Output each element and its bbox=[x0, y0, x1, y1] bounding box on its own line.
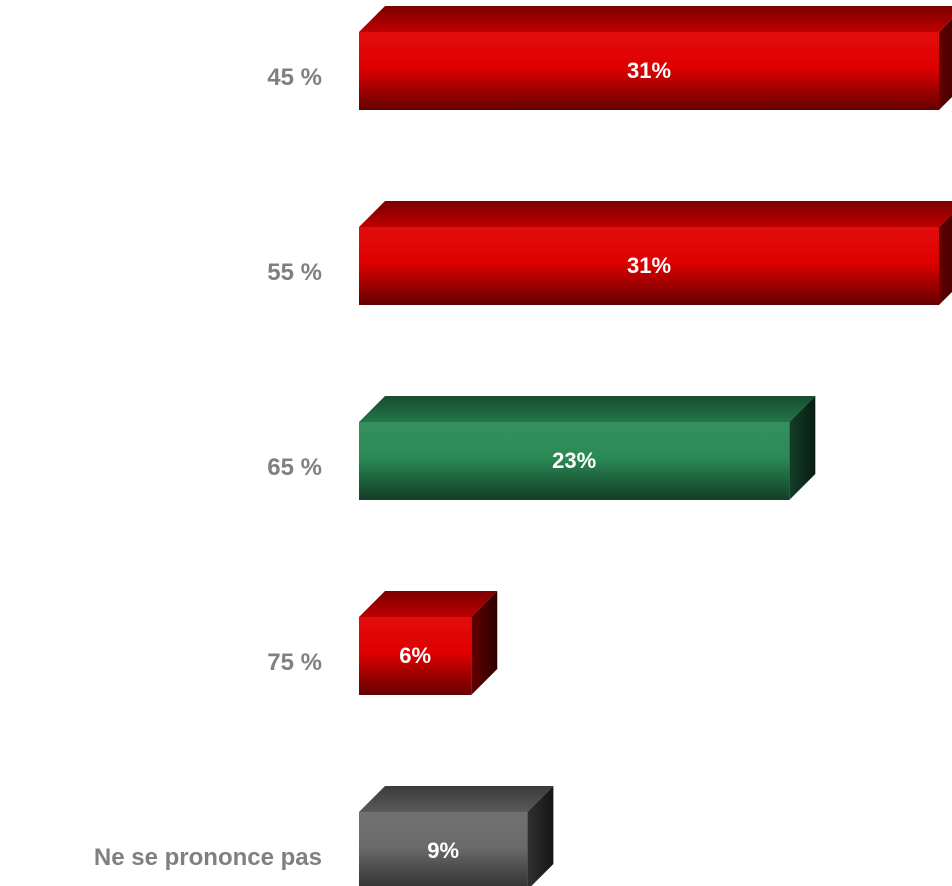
bar-side-face bbox=[939, 19, 952, 110]
bar-side-face bbox=[527, 786, 554, 886]
category-label: 55 % bbox=[267, 259, 322, 286]
bar-top-face bbox=[359, 591, 498, 617]
bar-side-face bbox=[471, 591, 498, 695]
category-label: 45 % bbox=[267, 64, 322, 91]
bar-top-face bbox=[359, 201, 952, 227]
bar-top-face bbox=[359, 786, 554, 812]
bar-front-face bbox=[359, 227, 939, 305]
bar-top-face bbox=[359, 6, 952, 32]
data-label: 6% bbox=[399, 643, 431, 668]
data-label: 9% bbox=[427, 838, 459, 863]
bar-front-face bbox=[359, 617, 472, 695]
bar-2: 31% bbox=[359, 201, 952, 305]
bar-top-face bbox=[359, 396, 816, 422]
bar-front-face bbox=[359, 422, 790, 500]
bar-front-face bbox=[359, 32, 939, 110]
bar-1: 31% bbox=[359, 6, 952, 110]
bar-3: 23% bbox=[359, 396, 816, 500]
data-label: 31% bbox=[627, 253, 671, 278]
data-label: 23% bbox=[552, 448, 596, 473]
data-label: 31% bbox=[627, 58, 671, 83]
bar-side-face bbox=[939, 214, 952, 305]
category-label: 65 % bbox=[267, 454, 322, 481]
bar-5: 9% bbox=[359, 786, 554, 886]
category-label: 75 % bbox=[267, 649, 322, 676]
bar-side-face bbox=[789, 396, 816, 500]
category-label: Ne se prononce pas bbox=[94, 844, 322, 871]
bar-4: 6% bbox=[359, 591, 498, 695]
bar-front-face bbox=[359, 812, 528, 886]
bars-group: 31% 31% 23% 6% 9% bbox=[359, 6, 952, 886]
category-labels-group: 45 % 55 % 65 % 75 % Ne se prononce pas bbox=[94, 64, 322, 871]
